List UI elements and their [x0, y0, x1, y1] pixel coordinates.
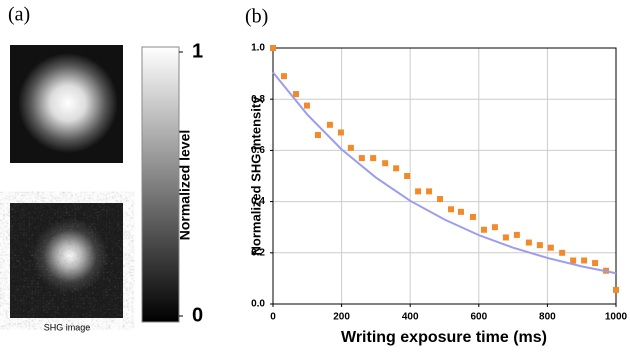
data-point [581, 257, 587, 263]
y-axis-label: Normalized SHG intensity [248, 96, 263, 256]
y-tick-label: 0.2 [251, 247, 265, 258]
data-point [315, 132, 321, 138]
panel-label: (b) [245, 6, 268, 28]
data-point [613, 287, 619, 293]
y-tick-label: 0.4 [251, 196, 265, 207]
data-point [537, 242, 543, 248]
caption: SHG image [44, 322, 91, 332]
data-point [514, 232, 520, 238]
data-point [338, 129, 344, 135]
data-point [359, 155, 365, 161]
data-point [281, 73, 287, 79]
data-point [570, 257, 576, 263]
data-point [437, 196, 443, 202]
figure: (a) SHG image Normalized level (b) Writi… [0, 0, 630, 354]
shg-spot [18, 53, 118, 153]
y-tick-label: 1.0 [251, 43, 265, 54]
data-point [426, 188, 432, 194]
data-point [327, 122, 333, 128]
data-point [559, 250, 565, 256]
data-point [448, 206, 454, 212]
data-point [393, 165, 399, 171]
data-point [415, 188, 421, 194]
x-tick-label: 1000 [605, 312, 628, 323]
data-point [458, 209, 464, 215]
data-point [304, 103, 310, 109]
data-point [492, 224, 498, 230]
y-tick-label: 0.6 [251, 145, 265, 156]
x-tick-label: 800 [539, 312, 556, 323]
colorbar [142, 47, 179, 322]
plot-frame [273, 48, 616, 304]
data-point [503, 234, 509, 240]
x-tick-label: 0 [270, 312, 276, 323]
data-point [270, 45, 276, 51]
data-point [548, 245, 554, 251]
data-point [382, 160, 388, 166]
x-tick-label: 600 [470, 312, 487, 323]
data-point [370, 155, 376, 161]
y-tick-label: 0.0 [251, 299, 265, 310]
data-point [293, 91, 299, 97]
colorbar-title: Normalized level [177, 130, 193, 241]
image-noise [10, 203, 123, 318]
data-point [404, 173, 410, 179]
data-point [470, 214, 476, 220]
data-point [526, 240, 532, 246]
colorbar-tick-label: 1 [192, 40, 203, 62]
x-tick-label: 200 [333, 312, 350, 323]
x-tick-label: 400 [402, 312, 419, 323]
x-axis-label: Writing exposure time (ms) [341, 329, 547, 346]
data-point [348, 145, 354, 151]
panel-label: (a) [8, 4, 30, 26]
fit-line [273, 72, 616, 273]
data-point [481, 227, 487, 233]
y-tick-label: 0.8 [251, 94, 265, 105]
colorbar-tick-label: 0 [192, 304, 203, 326]
data-point [592, 260, 598, 266]
